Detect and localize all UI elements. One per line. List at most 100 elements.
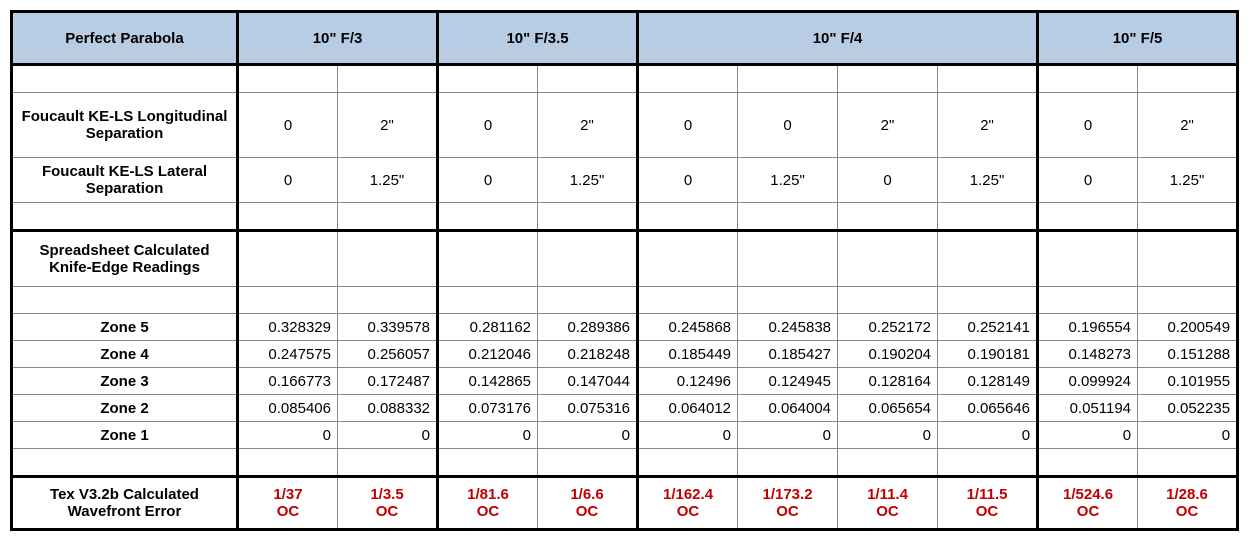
zone-label: Zone 3 bbox=[12, 368, 238, 395]
header-group-1: 10" F/3.5 bbox=[438, 12, 638, 65]
readings-section-label: Spreadsheet Calculated Knife-Edge Readin… bbox=[12, 231, 238, 287]
zone-cell: 0.190181 bbox=[938, 341, 1038, 368]
zone-cell: 0 bbox=[538, 422, 638, 449]
zone-label: Zone 4 bbox=[12, 341, 238, 368]
lat-val-4: 0 bbox=[638, 158, 738, 203]
zone-cell: 0.128149 bbox=[938, 368, 1038, 395]
zone-cell: 0.124945 bbox=[738, 368, 838, 395]
spacer-row bbox=[12, 203, 1238, 231]
long-val-1: 2" bbox=[338, 93, 438, 158]
wf-9: 1/28.6OC bbox=[1138, 477, 1238, 530]
spacer-row bbox=[12, 449, 1238, 477]
zone-cell: 0 bbox=[738, 422, 838, 449]
readings-header-row: Spreadsheet Calculated Knife-Edge Readin… bbox=[12, 231, 1238, 287]
lat-val-0: 0 bbox=[238, 158, 338, 203]
long-val-7: 2" bbox=[938, 93, 1038, 158]
zone-cell: 0.212046 bbox=[438, 341, 538, 368]
header-row: Perfect Parabola 10" F/3 10" F/3.5 10" F… bbox=[12, 12, 1238, 65]
zone-cell: 0.256057 bbox=[338, 341, 438, 368]
zone-cell: 0.085406 bbox=[238, 395, 338, 422]
header-label: Perfect Parabola bbox=[12, 12, 238, 65]
zone-row: Zone 50.3283290.3395780.2811620.2893860.… bbox=[12, 314, 1238, 341]
zone-cell: 0.073176 bbox=[438, 395, 538, 422]
long-val-4: 0 bbox=[638, 93, 738, 158]
zone-cell: 0.185449 bbox=[638, 341, 738, 368]
long-val-6: 2" bbox=[838, 93, 938, 158]
zone-cell: 0.052235 bbox=[1138, 395, 1238, 422]
longitudinal-row: Foucault KE-LS Longitudinal Separation 0… bbox=[12, 93, 1238, 158]
zone-cell: 0.099924 bbox=[1038, 368, 1138, 395]
zone-cell: 0.166773 bbox=[238, 368, 338, 395]
zone-cell: 0.328329 bbox=[238, 314, 338, 341]
zone-cell: 0.185427 bbox=[738, 341, 838, 368]
zone-cell: 0.088332 bbox=[338, 395, 438, 422]
zone-cell: 0.172487 bbox=[338, 368, 438, 395]
zone-cell: 0.075316 bbox=[538, 395, 638, 422]
zone-cell: 0 bbox=[238, 422, 338, 449]
zone-cell: 0.064004 bbox=[738, 395, 838, 422]
zone-cell: 0 bbox=[1038, 422, 1138, 449]
lat-val-8: 0 bbox=[1038, 158, 1138, 203]
zone-cell: 0.247575 bbox=[238, 341, 338, 368]
long-val-0: 0 bbox=[238, 93, 338, 158]
zone-cell: 0.128164 bbox=[838, 368, 938, 395]
wf-4: 1/162.4OC bbox=[638, 477, 738, 530]
wf-7: 1/11.5OC bbox=[938, 477, 1038, 530]
wf-0: 1/37OC bbox=[238, 477, 338, 530]
long-val-5: 0 bbox=[738, 93, 838, 158]
zone-cell: 0.147044 bbox=[538, 368, 638, 395]
zone-cell: 0.151288 bbox=[1138, 341, 1238, 368]
longitudinal-label: Foucault KE-LS Longitudinal Separation bbox=[12, 93, 238, 158]
lat-val-3: 1.25" bbox=[538, 158, 638, 203]
zone-cell: 0.289386 bbox=[538, 314, 638, 341]
wf-1: 1/3.5OC bbox=[338, 477, 438, 530]
zone-cell: 0.051194 bbox=[1038, 395, 1138, 422]
zone-cell: 0 bbox=[338, 422, 438, 449]
wf-8: 1/524.6OC bbox=[1038, 477, 1138, 530]
zone-cell: 0.281162 bbox=[438, 314, 538, 341]
lat-val-7: 1.25" bbox=[938, 158, 1038, 203]
long-val-2: 0 bbox=[438, 93, 538, 158]
lat-val-9: 1.25" bbox=[1138, 158, 1238, 203]
header-group-2: 10" F/4 bbox=[638, 12, 1038, 65]
wf-3: 1/6.6OC bbox=[538, 477, 638, 530]
zone-cell: 0.065654 bbox=[838, 395, 938, 422]
lat-val-6: 0 bbox=[838, 158, 938, 203]
long-val-9: 2" bbox=[1138, 93, 1238, 158]
zone-cell: 0.190204 bbox=[838, 341, 938, 368]
zone-cell: 0.064012 bbox=[638, 395, 738, 422]
spacer-row bbox=[12, 65, 1238, 93]
lat-val-5: 1.25" bbox=[738, 158, 838, 203]
zone-cell: 0.148273 bbox=[1038, 341, 1138, 368]
zone-cell: 0 bbox=[438, 422, 538, 449]
zone-row: Zone 40.2475750.2560570.2120460.2182480.… bbox=[12, 341, 1238, 368]
wavefront-label: Tex V3.2b Calculated Wavefront Error bbox=[12, 477, 238, 530]
zone-cell: 0 bbox=[938, 422, 1038, 449]
zone-cell: 0.245868 bbox=[638, 314, 738, 341]
zone-label: Zone 2 bbox=[12, 395, 238, 422]
zone-label: Zone 5 bbox=[12, 314, 238, 341]
wf-2: 1/81.6OC bbox=[438, 477, 538, 530]
zone-cell: 0.101955 bbox=[1138, 368, 1238, 395]
lat-val-1: 1.25" bbox=[338, 158, 438, 203]
wf-6: 1/11.4OC bbox=[838, 477, 938, 530]
zone-cell: 0.065646 bbox=[938, 395, 1038, 422]
long-val-8: 0 bbox=[1038, 93, 1138, 158]
lat-val-2: 0 bbox=[438, 158, 538, 203]
zone-row: Zone 30.1667730.1724870.1428650.1470440.… bbox=[12, 368, 1238, 395]
wf-5: 1/173.2OC bbox=[738, 477, 838, 530]
zone-cell: 0.142865 bbox=[438, 368, 538, 395]
zone-cell: 0.339578 bbox=[338, 314, 438, 341]
zone-cell: 0.218248 bbox=[538, 341, 638, 368]
zone-label: Zone 1 bbox=[12, 422, 238, 449]
lateral-label: Foucault KE-LS Lateral Separation bbox=[12, 158, 238, 203]
header-group-0: 10" F/3 bbox=[238, 12, 438, 65]
wavefront-row: Tex V3.2b Calculated Wavefront Error 1/3… bbox=[12, 477, 1238, 530]
lateral-row: Foucault KE-LS Lateral Separation 0 1.25… bbox=[12, 158, 1238, 203]
zone-cell: 0 bbox=[1138, 422, 1238, 449]
zone-cell: 0.12496 bbox=[638, 368, 738, 395]
parabola-table: Perfect Parabola 10" F/3 10" F/3.5 10" F… bbox=[10, 10, 1239, 531]
zone-cell: 0.196554 bbox=[1038, 314, 1138, 341]
zone-cell: 0.200549 bbox=[1138, 314, 1238, 341]
zone-cell: 0.245838 bbox=[738, 314, 838, 341]
